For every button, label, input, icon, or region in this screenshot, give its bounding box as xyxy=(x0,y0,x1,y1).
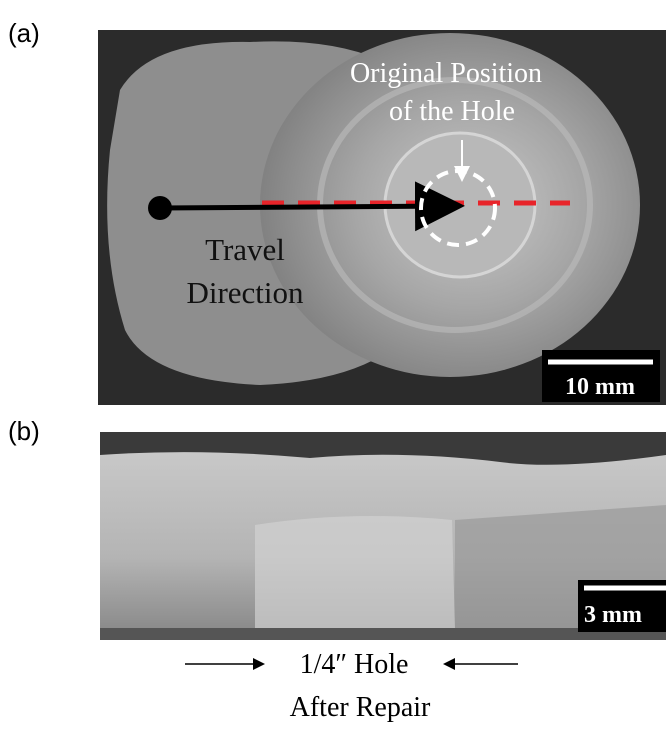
annotation: Direction xyxy=(186,275,304,310)
caption: 1/4″ Hole xyxy=(300,649,409,680)
scale-label: 3 mm xyxy=(584,602,642,628)
caption: After Repair xyxy=(290,692,431,723)
annotation: Original Position xyxy=(350,58,542,89)
scale-label: 10 mm xyxy=(565,374,635,400)
repair-zone xyxy=(255,516,455,628)
panel-label: (b) xyxy=(8,416,40,446)
panel-label: (a) xyxy=(8,18,40,48)
figure: (a) Original Position of the Hole Travel… xyxy=(0,0,666,729)
annotation: Travel xyxy=(205,232,285,267)
annotation: of the Hole xyxy=(389,96,515,127)
page: (a) Original Position of the Hole Travel… xyxy=(0,0,666,729)
travel-arrow xyxy=(160,206,455,208)
